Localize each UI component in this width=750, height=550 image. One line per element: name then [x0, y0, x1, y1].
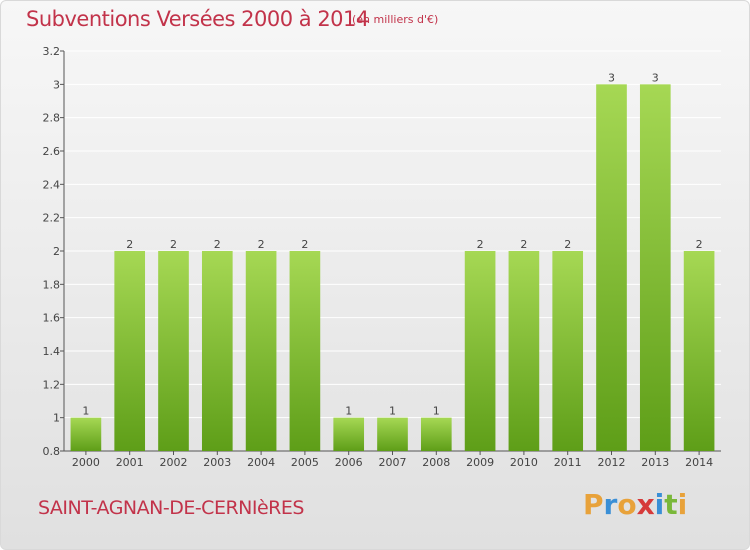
data-label: 3 — [608, 71, 615, 84]
y-tick-label: 1.6 — [43, 312, 61, 325]
logo-letter: o — [617, 488, 637, 521]
y-tick-label: 0.8 — [43, 445, 61, 458]
data-label: 1 — [389, 405, 396, 418]
logo-letter: i — [677, 488, 688, 521]
y-tick-label: 3 — [53, 78, 60, 91]
bar — [201, 251, 233, 451]
y-tick-label: 2.4 — [43, 178, 61, 191]
data-label: 2 — [258, 238, 265, 251]
chart-subtitle: (en milliers d'€) — [352, 13, 439, 26]
bar — [596, 84, 627, 451]
data-label: 2 — [170, 238, 177, 251]
bar — [639, 84, 671, 451]
x-tick-label: 2012 — [598, 456, 626, 469]
x-tick-label: 2000 — [72, 456, 100, 469]
data-label: 1 — [433, 405, 440, 418]
y-tick-label: 1.2 — [43, 378, 61, 391]
logo-letter: t — [664, 488, 678, 521]
bar — [289, 251, 321, 451]
labels: 0.8 1 1.2 1.4 1.6 1.8 2 2.2 2.4 2.6 2.8 3 3.2 1 2000 2 2… — [43, 45, 714, 469]
y-tick-label: 3.2 — [43, 45, 61, 58]
y-tick-label: 2.6 — [43, 145, 61, 158]
data-label: 2 — [214, 238, 221, 251]
logo-letter: x — [636, 488, 655, 521]
logo-letter: P — [583, 488, 604, 521]
chart-title: Subventions Versées 2000 à 2014 — [26, 7, 369, 31]
logo-letter: i — [654, 488, 665, 521]
y-tick-label: 1.8 — [43, 278, 61, 291]
bar — [552, 251, 584, 451]
x-tick-label: 2003 — [203, 456, 231, 469]
data-label: 1 — [345, 405, 352, 418]
data-label: 2 — [126, 238, 133, 251]
data-label: 1 — [82, 405, 89, 418]
x-tick-label: 2004 — [247, 456, 275, 469]
bar — [245, 251, 277, 451]
data-label: 2 — [696, 238, 703, 251]
bar — [333, 417, 365, 451]
x-tick-label: 2001 — [116, 456, 144, 469]
bar — [464, 251, 496, 451]
bars — [70, 84, 715, 451]
bar — [70, 417, 102, 451]
y-tick-label: 1.4 — [43, 345, 61, 358]
y-tick-label: 1 — [53, 412, 60, 425]
proxiti-logo[interactable]: Proxiti — [583, 488, 687, 521]
x-tick-label: 2014 — [685, 456, 713, 469]
bar — [158, 251, 189, 451]
bar — [114, 251, 146, 451]
x-tick-label: 2002 — [160, 456, 188, 469]
x-tick-label: 2007 — [379, 456, 407, 469]
data-label: 2 — [520, 238, 527, 251]
x-tick-label: 2009 — [466, 456, 494, 469]
y-tick-label: 2 — [53, 245, 60, 258]
bar — [508, 251, 540, 451]
logo-letter: r — [603, 488, 618, 521]
x-tick-label: 2005 — [291, 456, 319, 469]
x-tick-label: 2013 — [641, 456, 669, 469]
bar — [683, 251, 715, 451]
data-label: 2 — [301, 238, 308, 251]
data-label: 2 — [477, 238, 484, 251]
bar — [377, 417, 408, 451]
commune-name: SAINT-AGNAN-DE-CERNIèRES — [38, 497, 304, 519]
data-label: 2 — [564, 238, 571, 251]
x-tick-label: 2006 — [335, 456, 363, 469]
x-tick-label: 2011 — [554, 456, 582, 469]
data-label: 3 — [652, 71, 659, 84]
y-tick-label: 2.8 — [43, 112, 61, 125]
bar — [420, 417, 452, 451]
x-tick-label: 2010 — [510, 456, 538, 469]
x-tick-label: 2008 — [422, 456, 450, 469]
y-tick-label: 2.2 — [43, 212, 61, 225]
